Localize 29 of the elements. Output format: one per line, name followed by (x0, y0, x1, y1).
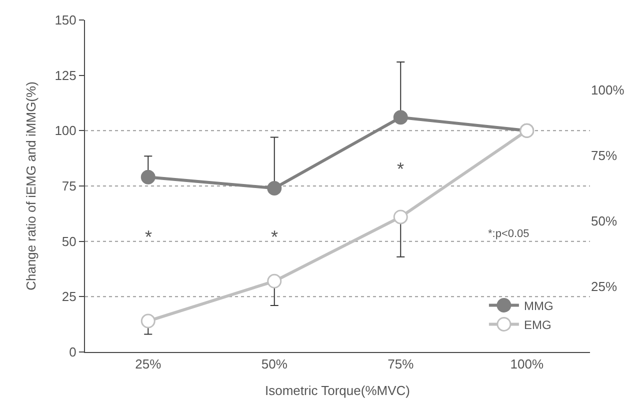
y2-tick-label: 50% (591, 213, 618, 228)
annotation: * (397, 159, 404, 179)
point (267, 274, 282, 288)
annotation: *:p<0.05 (488, 228, 530, 240)
x-tick-label: 75% (388, 356, 414, 372)
y-tick-label: 100 (54, 123, 76, 138)
annotation: * (145, 227, 152, 247)
y2-tick-label: 25% (591, 278, 618, 294)
point (393, 110, 408, 125)
point (140, 170, 156, 184)
point (140, 314, 156, 328)
y-tick-label: 125 (54, 68, 76, 83)
point (393, 210, 408, 224)
y2-tick-label: 100% (591, 82, 625, 98)
y-axis-title: Change ratio of iEMG and iMMG(%) (24, 82, 39, 290)
legend-label: EMG (524, 318, 552, 332)
annotation: * (271, 227, 278, 247)
point (267, 180, 282, 196)
y-tick-label: 25 (62, 289, 76, 304)
y-tick-label: 50 (62, 234, 76, 249)
x-tick-label: 100% (510, 356, 544, 372)
y2-tick-label: 75% (591, 148, 618, 163)
y-tick-label: 150 (54, 12, 76, 28)
x-axis-title: Isometric Torque(%MVC) (265, 383, 410, 398)
legend-label: MMG (524, 298, 554, 313)
x-tick-label: 50% (261, 356, 288, 372)
y-tick-label: 75 (62, 178, 76, 194)
y-tick-label: 0 (69, 344, 76, 360)
x-tick-label: 25% (135, 356, 162, 372)
